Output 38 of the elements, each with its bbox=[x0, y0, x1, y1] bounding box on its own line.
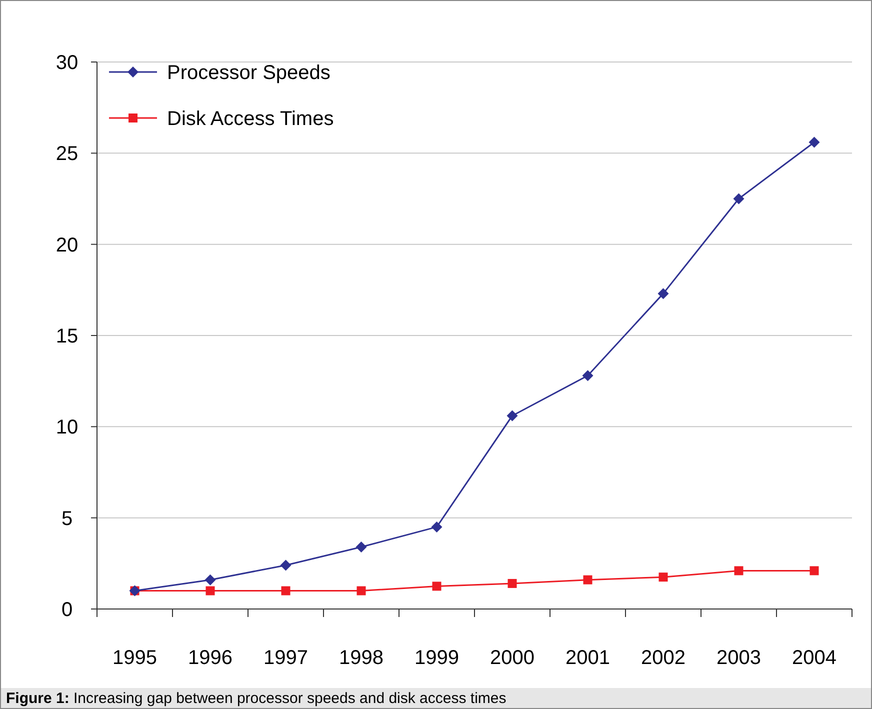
point bbox=[810, 566, 819, 576]
x-tick-label: 2003 bbox=[716, 647, 761, 669]
point bbox=[281, 586, 290, 596]
point bbox=[658, 572, 668, 582]
x-tick-label: 1997 bbox=[264, 647, 308, 669]
x-tick-label: 2002 bbox=[641, 647, 686, 669]
y-tick-label: 15 bbox=[56, 326, 78, 348]
y-tick-label: 0 bbox=[61, 599, 73, 621]
x-tick-label: 2001 bbox=[566, 647, 610, 669]
y-tick-label: 5 bbox=[61, 508, 73, 530]
point bbox=[206, 586, 215, 596]
point bbox=[583, 575, 592, 584]
y-tick-label: 20 bbox=[56, 234, 78, 256]
point bbox=[582, 370, 594, 382]
x-tick-label: 1995 bbox=[112, 647, 157, 669]
legend-label: Disk Access Times bbox=[167, 108, 334, 130]
caption: Figure 1: Increasing gap between processor speeds and disk access times bbox=[6, 690, 506, 707]
point bbox=[356, 542, 367, 553]
point bbox=[204, 574, 216, 586]
point bbox=[431, 521, 442, 532]
x-tick-label: 2000 bbox=[490, 647, 534, 669]
point bbox=[506, 410, 518, 422]
point bbox=[280, 560, 292, 571]
y-tick-label: 25 bbox=[56, 143, 78, 166]
point bbox=[658, 288, 669, 300]
y-tick-label: 30 bbox=[56, 52, 78, 74]
point bbox=[733, 193, 744, 204]
point bbox=[734, 566, 744, 576]
y-tick-label: 10 bbox=[56, 416, 78, 439]
x-tick-label: 1998 bbox=[339, 647, 384, 669]
legend-label: Processor Speeds bbox=[167, 62, 330, 84]
point bbox=[356, 586, 366, 596]
point bbox=[508, 578, 517, 588]
x-tick-label: 1996 bbox=[188, 647, 232, 669]
x-tick-label: 2004 bbox=[792, 647, 836, 669]
x-tick-label: 1999 bbox=[414, 647, 459, 669]
point bbox=[808, 136, 820, 148]
point bbox=[432, 582, 442, 591]
